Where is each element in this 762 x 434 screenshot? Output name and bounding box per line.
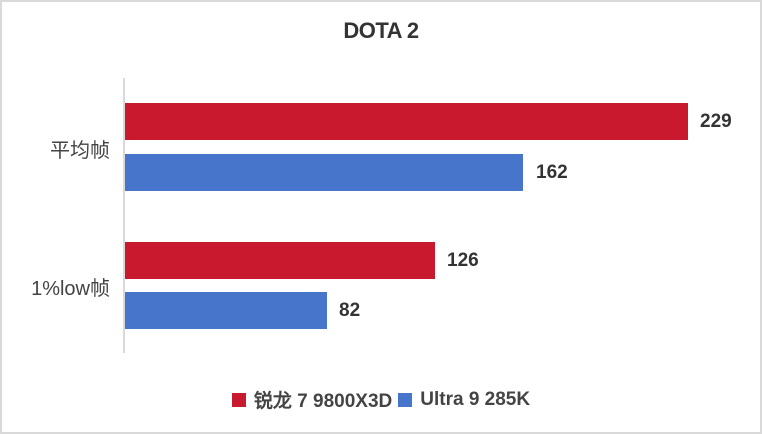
value-label-avg-9800x3d: 229 [700,111,732,132]
bar-low-9800x3d [125,242,435,279]
legend-swatch-blue-icon [398,392,413,407]
legend-label-9800x3d: 锐龙 7 9800X3D [253,391,393,412]
legend-label-285k: Ultra 9 285K [420,388,531,410]
legend-swatch-red-icon [231,392,246,407]
legend: 锐龙 7 9800X3D Ultra 9 285K [0,386,762,413]
value-label-low-9800x3d: 126 [447,250,479,271]
legend-item-9800x3d[interactable]: 锐龙 7 9800X3D [231,386,393,413]
legend-item-285k[interactable]: Ultra 9 285K [398,389,530,411]
bar-low-285k [125,292,327,329]
value-label-avg-285k: 162 [536,162,568,183]
bar-avg-9800x3d [125,103,688,140]
category-label-avg: 平均帧 [50,140,110,162]
chart-title: DOTA 2 [343,18,419,43]
value-label-low-285k: 82 [339,300,361,321]
bar-avg-285k [125,154,523,191]
category-axis [123,78,125,353]
category-label-1pct-low: 1%low帧 [31,278,110,300]
